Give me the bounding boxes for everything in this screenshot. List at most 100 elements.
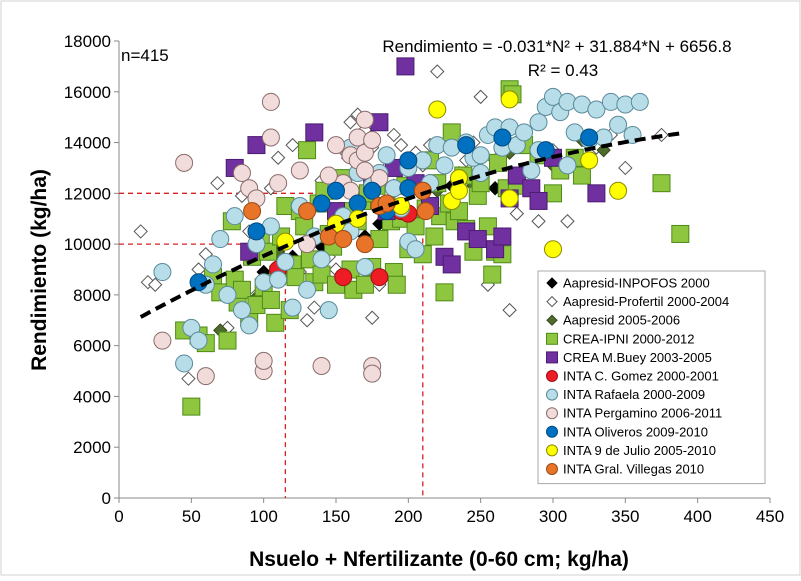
data-point bbox=[406, 240, 425, 259]
data-point bbox=[468, 230, 487, 249]
data-point bbox=[442, 255, 461, 274]
data-point bbox=[387, 275, 406, 294]
legend-marker bbox=[546, 370, 558, 382]
data-point bbox=[529, 191, 548, 210]
data-point bbox=[240, 316, 259, 335]
legend-label: INTA Pergamino 2006-2011 bbox=[563, 406, 722, 421]
legend-marker bbox=[546, 314, 558, 326]
data-point bbox=[587, 184, 606, 203]
data-point bbox=[435, 283, 454, 302]
data-point bbox=[416, 202, 435, 221]
x-tick-label: 100 bbox=[249, 507, 277, 526]
data-point bbox=[307, 300, 322, 315]
x-tick-label: 0 bbox=[114, 507, 123, 526]
data-point bbox=[428, 100, 447, 119]
data-point bbox=[558, 156, 577, 175]
data-point bbox=[483, 265, 502, 284]
data-point bbox=[430, 64, 445, 79]
data-point bbox=[343, 115, 358, 130]
data-point bbox=[298, 202, 317, 221]
data-point bbox=[544, 240, 562, 259]
data-point bbox=[153, 331, 172, 350]
data-point bbox=[261, 290, 280, 309]
data-point bbox=[363, 364, 382, 383]
y-tick-label: 2000 bbox=[73, 438, 111, 457]
data-point bbox=[377, 146, 396, 165]
data-point bbox=[572, 166, 591, 185]
equation-label: Rendimiento = -0.031*N² + 31.884*N + 665… bbox=[382, 37, 731, 56]
plot-area: 0200040006000800010000120001400016000180… bbox=[64, 32, 784, 526]
data-point bbox=[182, 397, 201, 416]
data-point bbox=[181, 371, 196, 386]
data-point bbox=[355, 161, 374, 180]
x-tick-label: 200 bbox=[394, 507, 422, 526]
y-tick-label: 4000 bbox=[73, 387, 111, 406]
data-point bbox=[232, 164, 251, 183]
data-point bbox=[204, 255, 223, 274]
data-point bbox=[298, 141, 317, 160]
data-point bbox=[457, 136, 476, 155]
data-point bbox=[175, 153, 194, 172]
data-point bbox=[364, 310, 380, 325]
legend-label: INTA 9 de Julio 2005-2010 bbox=[563, 443, 716, 458]
data-point bbox=[290, 161, 309, 180]
data-point bbox=[319, 166, 338, 185]
data-point bbox=[312, 194, 331, 213]
data-point bbox=[261, 92, 280, 111]
data-point bbox=[618, 160, 633, 176]
legend-label: Aapresid 2005-2006 bbox=[563, 313, 680, 328]
data-point bbox=[370, 268, 389, 287]
series-group bbox=[189, 128, 599, 292]
data-point bbox=[502, 302, 517, 318]
data-point bbox=[305, 123, 324, 142]
legend-label: CREA M.Buey 2003-2005 bbox=[563, 350, 712, 365]
data-point bbox=[269, 270, 288, 289]
legend-marker bbox=[546, 425, 558, 438]
data-point bbox=[515, 123, 534, 142]
y-tick-label: 0 bbox=[102, 489, 111, 508]
data-point bbox=[363, 181, 382, 200]
legend-label: INTA Rafaela 2000-2009 bbox=[563, 387, 705, 402]
data-point bbox=[609, 181, 628, 200]
x-tick-label: 300 bbox=[539, 507, 567, 526]
legend-marker bbox=[546, 463, 558, 475]
data-point bbox=[471, 146, 490, 165]
data-point bbox=[580, 151, 599, 170]
data-point bbox=[355, 235, 374, 254]
legend-label: INTA C. Gomez 2000-2001 bbox=[563, 369, 719, 384]
data-point bbox=[355, 275, 374, 294]
data-point bbox=[442, 123, 461, 142]
data-point bbox=[211, 230, 230, 249]
data-point bbox=[355, 110, 374, 129]
legend-marker bbox=[546, 277, 558, 289]
legend-marker bbox=[546, 388, 558, 401]
data-point bbox=[175, 354, 194, 373]
data-point bbox=[560, 214, 575, 229]
data-point bbox=[218, 285, 237, 304]
legend-box bbox=[537, 270, 766, 485]
data-point bbox=[286, 268, 305, 287]
y-tick-label: 14000 bbox=[64, 134, 111, 153]
x-tick-label: 400 bbox=[683, 507, 711, 526]
y-tick-label: 16000 bbox=[64, 83, 111, 102]
data-point bbox=[218, 331, 237, 350]
data-point bbox=[334, 230, 353, 249]
series-group bbox=[153, 92, 389, 386]
data-point bbox=[334, 268, 353, 287]
data-point bbox=[283, 298, 302, 317]
data-point bbox=[348, 194, 367, 213]
data-point bbox=[500, 189, 519, 208]
legend-label: INTA Gral. Villegas 2010 bbox=[563, 462, 704, 477]
y-tick-label: 12000 bbox=[64, 184, 111, 203]
data-point bbox=[247, 136, 266, 155]
data-point bbox=[232, 301, 251, 320]
data-point bbox=[536, 141, 555, 160]
data-point bbox=[355, 257, 374, 276]
data-point bbox=[509, 206, 525, 221]
x-tick-label: 450 bbox=[756, 507, 784, 526]
data-point bbox=[312, 356, 331, 375]
data-point bbox=[413, 181, 432, 200]
data-point bbox=[133, 224, 148, 239]
data-point bbox=[276, 252, 295, 271]
data-point bbox=[396, 57, 415, 76]
